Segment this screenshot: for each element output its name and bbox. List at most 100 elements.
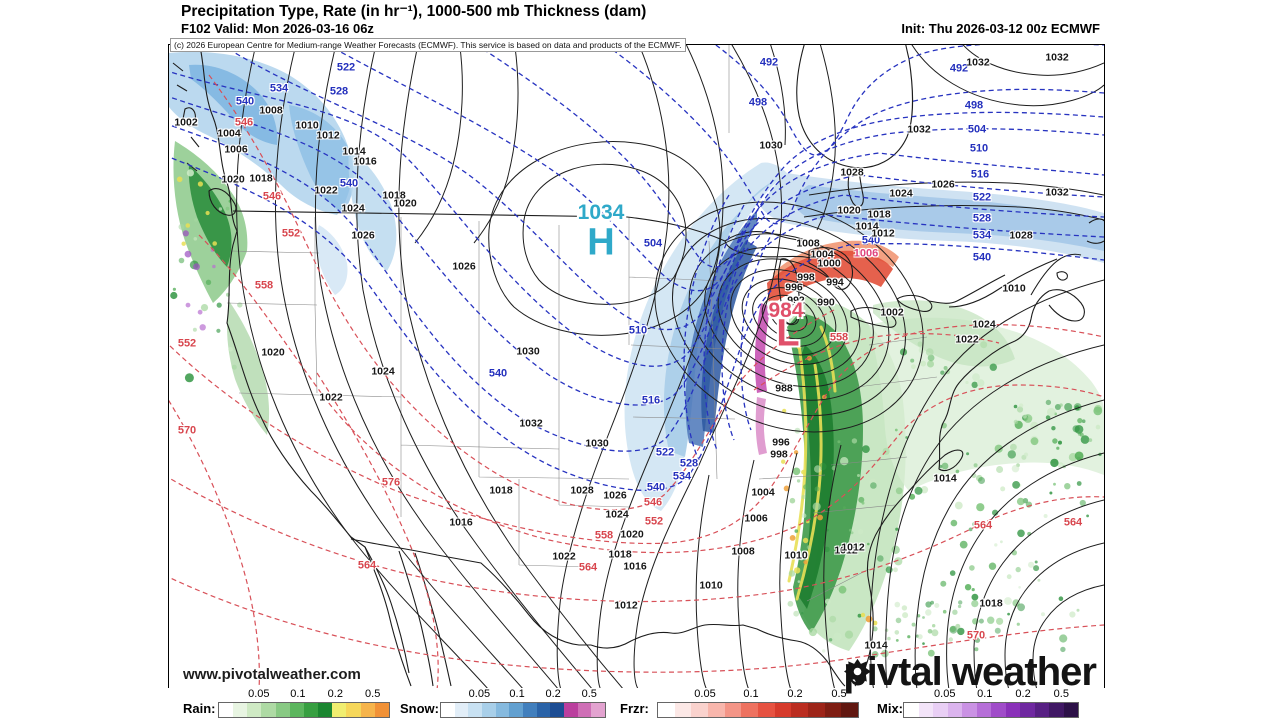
contour-label: 1032 — [966, 56, 990, 69]
legend-color-segment — [441, 703, 455, 717]
legend-color-segment — [509, 703, 523, 717]
contour-label: 528 — [972, 212, 992, 225]
contour-label: 534 — [269, 82, 289, 95]
legend-color-bar — [657, 702, 859, 718]
contour-label: 1024 — [972, 318, 996, 331]
contour-label: 1012 — [834, 544, 858, 557]
contour-label: 504 — [967, 123, 987, 136]
contour-label: 1018 — [608, 548, 632, 561]
legend-color-bar — [903, 702, 1079, 718]
legend-color-segment — [918, 703, 933, 717]
legend-color-segment — [691, 703, 708, 717]
contour-label: 1028 — [840, 166, 864, 179]
contour-label: 988 — [775, 382, 793, 395]
contour-label: 564 — [578, 561, 598, 574]
legend-tick-label: 0.2 — [787, 688, 803, 700]
contour-label: 510 — [969, 142, 989, 155]
contour-label: 1014 — [342, 145, 366, 158]
precip-rate-legend: Rain: 0.05 0.1 0.2 0.5 Snow: 0.05 0.1 0.2 0.5 Frzr… — [0, 688, 1280, 720]
pressure-contours — [236, 45, 1104, 689]
valid-time-label: F102 Valid: Mon 2026-03-16 06z — [181, 21, 374, 36]
legend-color-segment — [757, 703, 775, 717]
legend-color-segment — [741, 703, 758, 717]
legend-category-label: Frzr: — [620, 701, 649, 716]
legend-color-segment — [563, 703, 578, 717]
contour-label: 1010 — [1002, 282, 1026, 295]
pressure-center-value: 984 — [768, 299, 804, 322]
contour-label: 1018 — [382, 189, 406, 202]
logo-text-post: tal weather — [898, 650, 1097, 694]
legend-color-segment — [454, 703, 469, 717]
contour-label: 534 — [972, 229, 992, 242]
legend-category-label: Snow: — [400, 701, 439, 716]
legend-tick-label: 0.1 — [290, 688, 306, 700]
pressure-center-letter: H — [587, 221, 615, 264]
contour-label: 540 — [235, 95, 255, 108]
legend-tick-label: 0.1 — [743, 688, 759, 700]
legend-color-segment — [674, 703, 692, 717]
contour-label: 1010 — [295, 119, 319, 132]
contour-label: 1028 — [570, 484, 594, 497]
contour-label: 1006 — [744, 512, 768, 525]
contour-label: 534 — [672, 470, 692, 483]
contour-label: 522 — [655, 446, 675, 459]
contour-label: 1018 — [249, 172, 273, 185]
contour-label: 1014 — [864, 639, 888, 652]
legend-color-segment — [318, 703, 333, 717]
legend-color-segment — [468, 703, 482, 717]
forecast-map: 522 528 534 540 540 492 498 492 498 504 510 516 522 5… — [168, 44, 1105, 694]
contour-label: 1014 — [933, 472, 957, 485]
legend-color-segment — [724, 703, 742, 717]
contour-label: 996 — [772, 436, 790, 449]
legend-color-segment — [1020, 703, 1035, 717]
contour-label: 570 — [177, 424, 197, 437]
contour-label: 1026 — [603, 489, 627, 502]
legend-tick-label: 0.5 — [1053, 688, 1069, 700]
legend-tick-label: 0.2 — [327, 688, 343, 700]
legend-tick-label: 0.1 — [977, 688, 993, 700]
contour-label: 1022 — [552, 550, 576, 563]
contour-label: 1032 — [1045, 51, 1069, 64]
legend-color-segment — [219, 703, 234, 717]
contour-label: 1010 — [699, 579, 723, 592]
legend-color-segment — [481, 703, 496, 717]
legend-color-segment — [495, 703, 510, 717]
legend-color-segment — [233, 703, 248, 717]
contour-label: 1020 — [393, 197, 417, 210]
legend-color-segment — [360, 703, 375, 717]
contour-label: 1010 — [784, 549, 808, 562]
contour-label: 492 — [759, 56, 779, 69]
legend-tick-label: 0.05 — [468, 688, 491, 700]
legend-color-segment — [904, 703, 919, 717]
contour-label: 558 — [829, 331, 849, 344]
contour-label: 492 — [949, 62, 969, 75]
legend-color-segment — [1063, 703, 1078, 717]
legend-color-segment — [247, 703, 262, 717]
contour-label: 510 — [628, 324, 648, 337]
legend-color-segment — [947, 703, 962, 717]
contour-label: 1022 — [955, 333, 979, 346]
legend-color-segment — [591, 703, 605, 717]
legend-color-segment — [275, 703, 290, 717]
contour-label: 998 — [797, 271, 815, 284]
contour-label: 552 — [281, 227, 301, 240]
legend-color-bar — [218, 702, 390, 718]
legend-tick-label: 0.2 — [1015, 688, 1031, 700]
legend-color-segment — [536, 703, 551, 717]
contour-label: 1032 — [1045, 186, 1069, 199]
legend-tick-label: 0.05 — [694, 688, 716, 700]
contour-label: 1016 — [623, 560, 647, 573]
contour-label: 1018 — [489, 484, 513, 497]
legend-color-segment — [976, 703, 991, 717]
contour-label: 552 — [644, 515, 664, 528]
contour-label: 1012 — [614, 599, 638, 612]
thickness-contours-cold — [169, 45, 1104, 491]
copyright-notice: (c) 2026 European Centre for Medium-rang… — [170, 38, 686, 52]
contour-label: 528 — [329, 85, 349, 98]
contour-label: 1024 — [341, 202, 365, 215]
contour-label: 540 — [972, 251, 992, 264]
contour-labels-layer: 522 528 534 540 540 492 498 492 498 504 510 516 522 5… — [169, 45, 1104, 689]
page-title: Precipitation Type, Rate (in hr⁻¹), 1000… — [181, 3, 647, 20]
contour-label: 1018 — [979, 597, 1003, 610]
